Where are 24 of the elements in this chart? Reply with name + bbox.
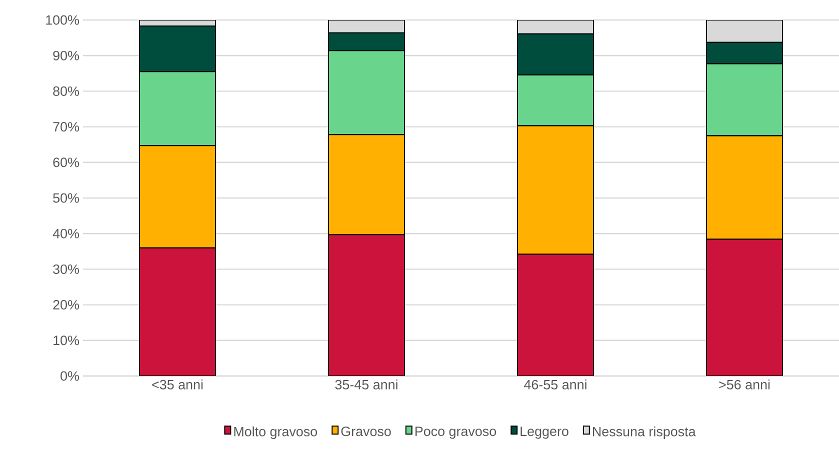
y-tick-label: 100%: [46, 15, 79, 25]
y-tick-label: 40%: [52, 228, 79, 238]
y-tick-label: 50%: [53, 193, 79, 203]
y-tick-label: 0%: [60, 371, 80, 381]
x-tick-label: <35 anni: [152, 380, 203, 390]
bar: [328, 234, 406, 376]
legend-label: Molto gravoso: [234, 426, 318, 440]
y-tick-label: 10%: [54, 336, 79, 346]
y-tick-label: 20%: [53, 300, 79, 310]
y-tick-label: 80%: [53, 86, 79, 96]
bar: [706, 238, 784, 376]
bar: [517, 254, 594, 376]
y-tick-label: 90%: [53, 50, 79, 60]
x-tick-label: >56 anni: [719, 380, 770, 390]
y-tick-label: 70%: [53, 122, 79, 132]
legend-label: Nessuna risposta: [593, 426, 696, 440]
y-tick-label: 30%: [53, 264, 79, 274]
y-tick-label: 60%: [53, 158, 79, 168]
legend-label: Poco gravoso: [415, 426, 496, 439]
legend-label: Leggero: [520, 426, 568, 439]
bar: [139, 247, 216, 376]
x-tick-label: 46-55 anni: [524, 380, 586, 390]
x-tick-label: 35-45 anni: [335, 380, 398, 390]
legend-label: Gravoso: [341, 426, 391, 436]
